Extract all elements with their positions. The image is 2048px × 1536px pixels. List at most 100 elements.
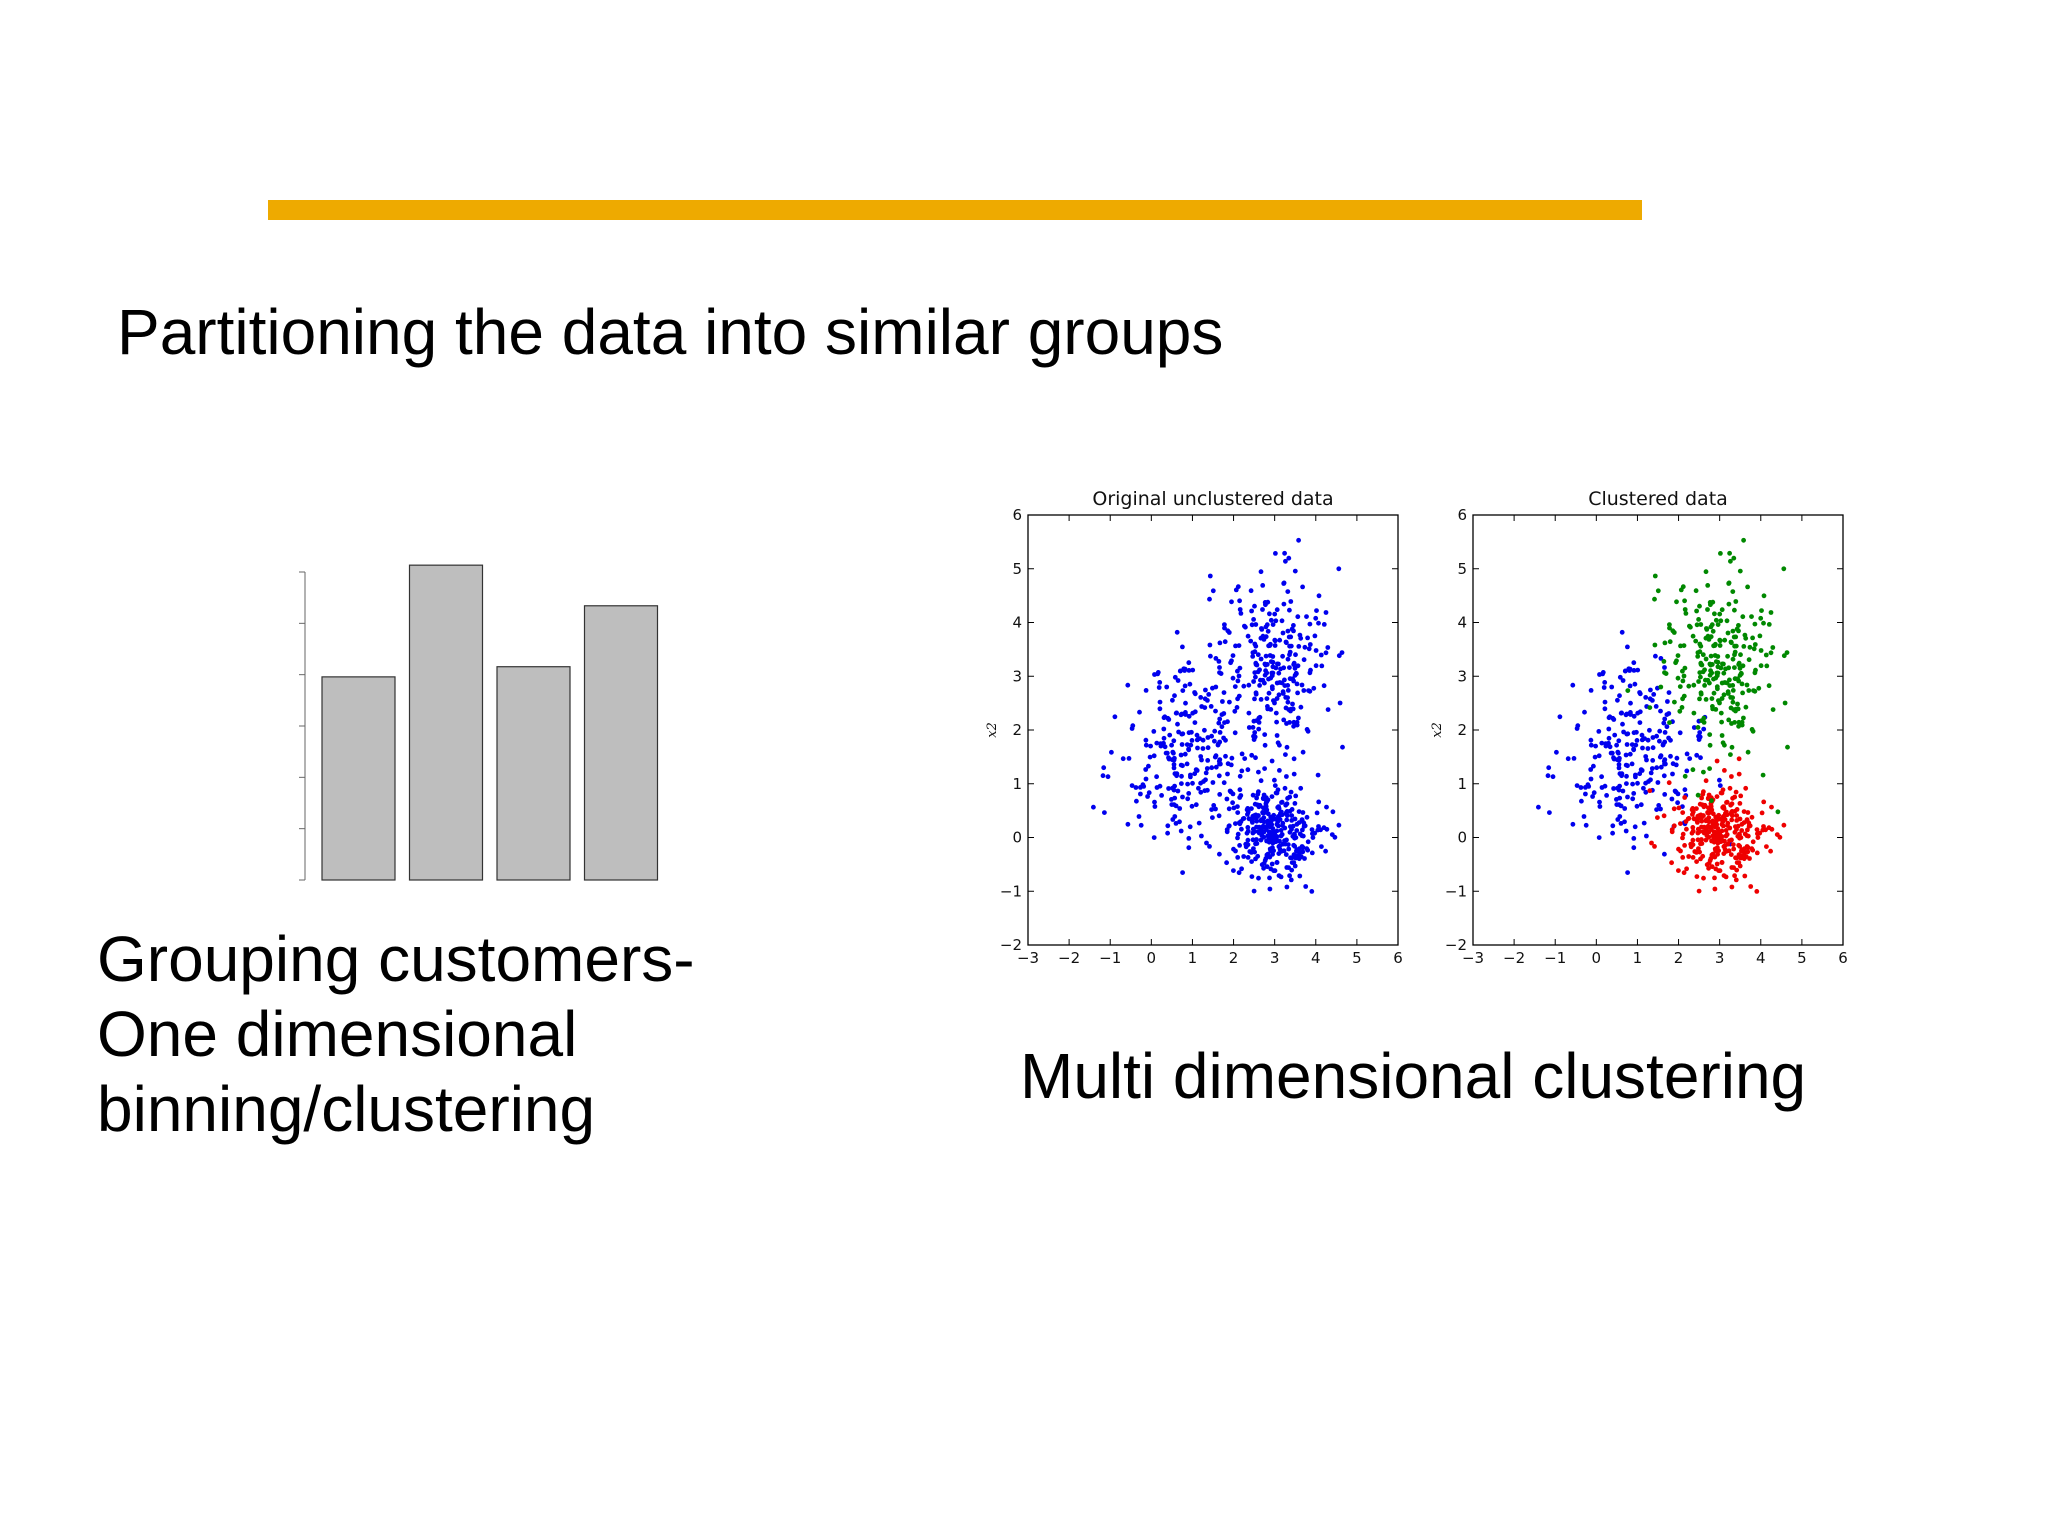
scatter-point bbox=[1196, 820, 1202, 826]
scatter-point bbox=[1721, 692, 1727, 698]
scatter-point bbox=[1246, 725, 1252, 730]
scatter-point bbox=[1709, 696, 1715, 701]
scatter-point bbox=[1245, 837, 1251, 843]
scatter-point bbox=[1705, 583, 1711, 588]
scatter-point bbox=[1204, 840, 1209, 846]
scatter-point bbox=[1313, 615, 1319, 621]
scatter-point bbox=[1275, 823, 1281, 829]
scatter-point bbox=[1283, 802, 1289, 808]
scatter-point bbox=[1691, 710, 1697, 716]
scatter-point bbox=[1211, 803, 1217, 808]
scatter-point bbox=[1675, 653, 1681, 658]
scatter-point bbox=[1715, 670, 1721, 676]
scatter-point bbox=[1648, 777, 1653, 783]
scatter-point bbox=[1101, 765, 1107, 771]
scatter-point bbox=[1323, 610, 1329, 615]
scatter-point bbox=[1237, 598, 1242, 604]
scatter-point bbox=[1294, 671, 1299, 677]
scatter-point bbox=[1182, 668, 1187, 673]
scatter-point bbox=[1263, 668, 1268, 674]
scatter-point bbox=[1155, 671, 1160, 677]
x-tick-label: −1 bbox=[1099, 949, 1121, 967]
scatter-point bbox=[1258, 837, 1264, 843]
scatter-point bbox=[1207, 596, 1212, 602]
scatter-point bbox=[1725, 630, 1731, 636]
scatter-point bbox=[1316, 799, 1322, 805]
scatter-point bbox=[1694, 850, 1699, 855]
scatter-point bbox=[1171, 738, 1177, 744]
scatter-point bbox=[1686, 816, 1692, 821]
scatter-point bbox=[1698, 755, 1703, 761]
scatter-point bbox=[1252, 696, 1257, 702]
scatter-point bbox=[1324, 804, 1329, 810]
scatter-point bbox=[1766, 622, 1772, 627]
scatter-point bbox=[1601, 685, 1607, 690]
scatter-point bbox=[1690, 837, 1696, 843]
x-tick-label: 5 bbox=[1352, 949, 1362, 967]
scatter-point bbox=[1719, 719, 1724, 725]
scatter-point bbox=[1243, 624, 1248, 630]
scatter-point bbox=[1770, 707, 1776, 712]
scatter-point bbox=[1267, 824, 1273, 829]
scatter-point bbox=[1745, 845, 1751, 850]
scatter-point bbox=[1699, 837, 1704, 842]
scatter-point bbox=[1774, 832, 1780, 837]
scatter-point bbox=[1695, 830, 1701, 836]
scatter-point bbox=[1231, 805, 1237, 811]
right-caption: Multi dimensional clustering bbox=[1020, 1040, 1807, 1112]
scatter-point bbox=[1649, 840, 1654, 846]
scatter-point bbox=[1658, 764, 1664, 770]
scatter-point bbox=[1703, 778, 1709, 784]
scatter-point bbox=[1238, 611, 1244, 616]
scatter-point bbox=[1281, 580, 1287, 586]
scatter-point bbox=[1291, 719, 1297, 725]
scatter-point bbox=[1308, 667, 1313, 673]
scatter-point bbox=[1286, 846, 1292, 852]
scatter-point bbox=[1634, 738, 1640, 743]
scatter-point bbox=[1784, 650, 1790, 655]
scatter-point bbox=[1708, 624, 1714, 630]
left-caption-line: binning/clustering bbox=[97, 1072, 596, 1145]
scatter-point bbox=[1623, 712, 1629, 718]
scatter-point bbox=[1631, 845, 1637, 851]
scatter-point bbox=[1609, 750, 1615, 756]
scatter-point bbox=[1695, 650, 1701, 655]
scatter-point bbox=[1599, 785, 1605, 790]
scatter-point bbox=[1227, 699, 1232, 705]
scatter-point bbox=[1172, 795, 1178, 801]
scatter-point bbox=[1282, 785, 1288, 791]
y-tick-label: −1 bbox=[1445, 882, 1467, 900]
scatter-point bbox=[1178, 752, 1184, 758]
scatter-point bbox=[1712, 875, 1717, 881]
scatter-point bbox=[1730, 656, 1736, 662]
scatter-point bbox=[1662, 640, 1668, 646]
scatter-point bbox=[1288, 877, 1294, 883]
scatter-point bbox=[1733, 789, 1739, 795]
scatter-point bbox=[1226, 806, 1232, 812]
scatter-point bbox=[1739, 848, 1744, 854]
scatter-point bbox=[1745, 584, 1750, 590]
scatter-point bbox=[1136, 814, 1142, 819]
scatter-point bbox=[1570, 682, 1576, 688]
scatter-point bbox=[1681, 673, 1687, 679]
scatter-point bbox=[1737, 863, 1743, 869]
scatter-point bbox=[1680, 668, 1685, 674]
scatter-point bbox=[1733, 706, 1739, 712]
scatter-point bbox=[1644, 833, 1649, 839]
scatter-point bbox=[1293, 652, 1298, 658]
scatter-point bbox=[1684, 751, 1690, 757]
scatter-point bbox=[1302, 644, 1308, 650]
scatter-point bbox=[1669, 860, 1674, 866]
scatter-point bbox=[1759, 810, 1765, 816]
scatter-point bbox=[1662, 761, 1667, 767]
scatter-point bbox=[1637, 720, 1643, 725]
scatter-point bbox=[1222, 639, 1228, 645]
scatter-point bbox=[1723, 849, 1729, 854]
scatter-point bbox=[1284, 884, 1290, 890]
scatter-point bbox=[1223, 737, 1228, 743]
scatter-point bbox=[1631, 713, 1637, 719]
scatter-point bbox=[1283, 695, 1289, 700]
scatter-point bbox=[1616, 765, 1622, 771]
scatter-point bbox=[1726, 717, 1732, 723]
